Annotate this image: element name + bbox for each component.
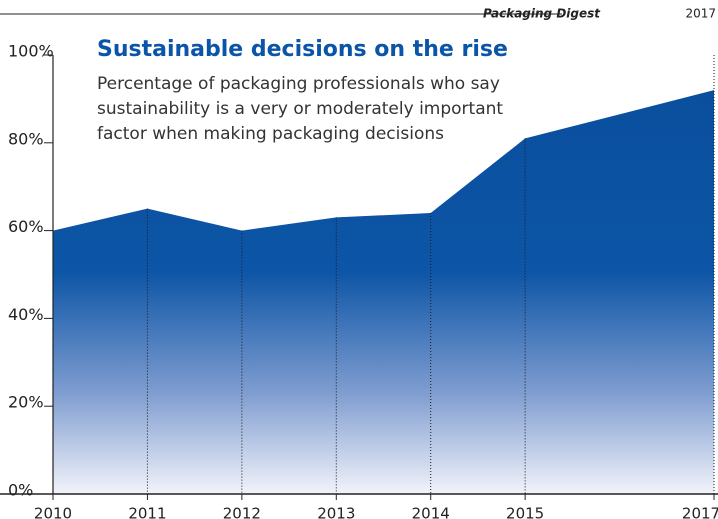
x-tick-label: 2013: [317, 505, 355, 519]
y-tick-label: 80%: [8, 129, 44, 148]
x-tick-label: 2014: [412, 505, 450, 519]
x-tick-label: 2011: [128, 505, 166, 519]
subtitle-line: factor when making packaging decisions: [97, 124, 444, 144]
x-tick-label: 2017: [682, 505, 718, 519]
area: [53, 90, 714, 495]
chart-title: Sustainable decisions on the rise: [97, 37, 508, 62]
subtitle-line: sustainability is a very or moderately i…: [97, 99, 503, 119]
y-tick-label: 60%: [8, 217, 44, 236]
x-tick-label: 2015: [506, 505, 544, 519]
source-year: 2017: [685, 7, 716, 21]
x-tick-label: 2010: [34, 505, 72, 519]
y-tick-label: 0%: [8, 481, 33, 500]
y-tick-label: 20%: [8, 393, 44, 412]
x-tick-label: 2012: [223, 505, 261, 519]
subtitle-line: Percentage of packaging professionals wh…: [97, 74, 500, 94]
source-name: Packaging Digest: [483, 7, 601, 21]
y-tick-label: 100%: [8, 42, 54, 61]
y-tick-label: 40%: [8, 305, 44, 324]
